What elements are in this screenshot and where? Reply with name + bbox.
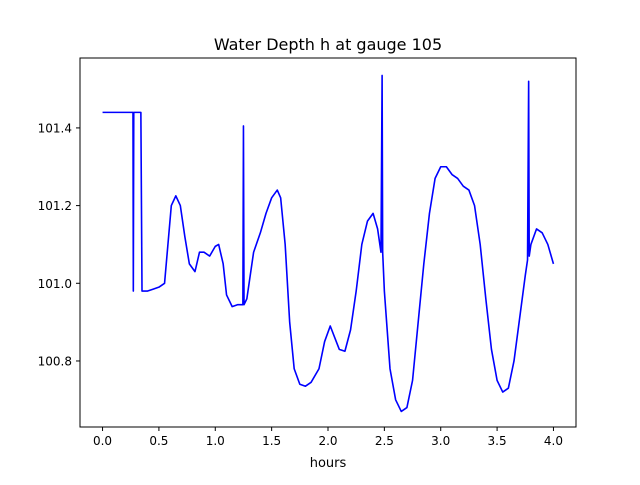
plot-area [102, 74, 555, 413]
y-tick-label: 101.2 [38, 199, 72, 213]
y-tick-label: 101.0 [38, 277, 72, 291]
y-tick-label: 101.4 [38, 121, 72, 135]
x-tick-label: 0.5 [149, 434, 168, 448]
x-tick-label: 1.5 [262, 434, 281, 448]
chart-title: Water Depth h at gauge 105 [214, 35, 442, 54]
axes: 0.0 0.5 1.0 1.5 2.0 2.5 3.0 3.5 4.0 100.8 101.0 101… [38, 57, 577, 448]
x-tick-label: 2.5 [375, 434, 394, 448]
x-tick-label: 3.0 [431, 434, 450, 448]
y-tick-label: 100.8 [38, 354, 72, 368]
x-tick-label: 2.0 [318, 434, 337, 448]
x-axis-label: hours [310, 456, 347, 471]
x-tick-label: 4.0 [544, 434, 563, 448]
series-line-0 [102, 74, 555, 413]
x-tick-label: 1.0 [206, 434, 225, 448]
x-tick-label: 3.5 [488, 434, 507, 448]
x-tick-label: 0.0 [93, 434, 112, 448]
